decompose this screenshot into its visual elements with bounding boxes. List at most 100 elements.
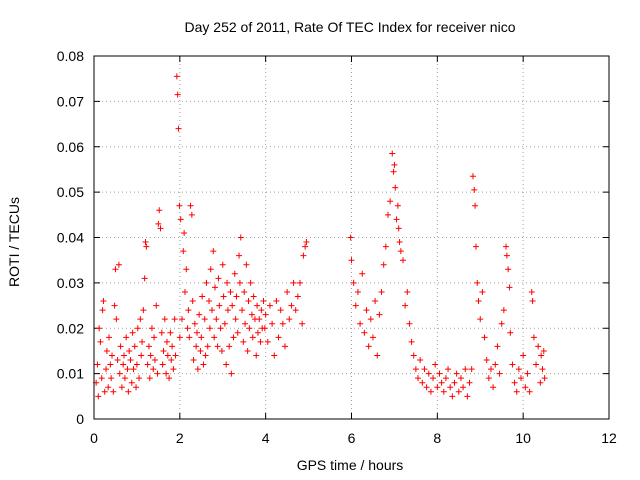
data-point <box>217 325 224 332</box>
data-point <box>520 352 527 359</box>
data-point <box>134 325 141 332</box>
data-point <box>241 288 248 295</box>
data-point <box>99 307 106 314</box>
data-point <box>128 379 135 386</box>
data-point <box>421 366 428 373</box>
data-point <box>114 357 121 364</box>
data-point <box>279 320 286 327</box>
data-point <box>133 361 140 368</box>
data-point <box>150 366 157 373</box>
data-point <box>412 366 419 373</box>
data-point <box>506 284 513 291</box>
data-point <box>199 293 206 300</box>
data-point <box>479 288 486 295</box>
x-tick-label: 6 <box>348 430 356 446</box>
data-point <box>221 320 228 327</box>
data-point <box>507 329 514 336</box>
data-point <box>168 357 175 364</box>
data-points <box>93 73 548 400</box>
data-point <box>207 266 214 273</box>
data-point <box>447 384 454 391</box>
data-point <box>153 302 160 309</box>
data-point <box>107 361 114 368</box>
data-point <box>140 307 147 314</box>
data-point <box>492 361 499 368</box>
x-tick-label: 12 <box>601 430 617 446</box>
data-point <box>120 361 127 368</box>
data-point <box>455 388 462 395</box>
data-point <box>485 375 492 382</box>
data-point <box>257 338 264 345</box>
data-point <box>100 298 107 305</box>
data-point <box>299 320 306 327</box>
data-point <box>188 211 195 218</box>
y-tick-label: 0 <box>76 411 84 427</box>
data-point <box>180 248 187 255</box>
y-tick-label: 0.03 <box>57 275 84 291</box>
data-point <box>223 361 230 368</box>
data-point <box>159 361 166 368</box>
data-point <box>496 370 503 377</box>
data-point <box>264 338 271 345</box>
data-point <box>400 257 406 264</box>
data-point <box>302 243 309 250</box>
data-point <box>220 293 227 300</box>
data-point <box>201 316 208 323</box>
data-point <box>123 334 130 341</box>
data-point <box>376 311 383 318</box>
data-point <box>174 91 181 98</box>
data-point <box>139 338 146 345</box>
data-point <box>95 393 102 400</box>
data-point <box>449 393 456 400</box>
data-point <box>503 243 509 250</box>
data-point <box>389 150 396 157</box>
data-point <box>228 370 235 377</box>
data-point <box>193 343 200 350</box>
data-point <box>378 288 385 295</box>
data-point <box>380 261 387 268</box>
data-point <box>142 239 149 246</box>
data-point <box>434 384 441 391</box>
data-point <box>121 375 128 382</box>
data-point <box>112 266 119 273</box>
data-point <box>197 347 204 354</box>
data-point <box>247 279 254 286</box>
data-point <box>540 347 547 354</box>
data-point <box>281 343 288 350</box>
data-point <box>198 334 205 341</box>
data-point <box>408 338 415 345</box>
x-tick-label: 8 <box>433 430 441 446</box>
data-point <box>167 329 174 336</box>
y-tick-label: 0.02 <box>57 320 84 336</box>
data-point <box>438 379 445 386</box>
data-point <box>406 320 413 327</box>
data-point <box>472 202 479 209</box>
data-point <box>176 334 183 341</box>
data-point <box>457 375 464 382</box>
data-point <box>286 316 293 323</box>
data-point <box>367 316 374 323</box>
data-point <box>219 261 226 268</box>
plot-frame <box>93 55 610 420</box>
data-point <box>240 338 247 345</box>
data-point <box>121 352 128 359</box>
data-point <box>354 288 361 295</box>
x-tick-label: 10 <box>515 430 531 446</box>
data-point <box>189 298 196 305</box>
data-point <box>155 220 162 227</box>
data-point <box>98 375 105 382</box>
data-point <box>303 239 310 246</box>
data-point <box>170 366 177 373</box>
data-point <box>481 334 488 341</box>
data-point <box>500 307 507 314</box>
data-point <box>253 352 260 359</box>
data-point <box>526 388 533 395</box>
data-point <box>294 293 301 300</box>
x-tick-label: 2 <box>176 430 184 446</box>
data-point <box>171 316 178 323</box>
x-tick-label: 0 <box>90 430 98 446</box>
data-point <box>261 325 268 332</box>
data-point <box>200 361 207 368</box>
data-point <box>202 352 209 359</box>
data-point <box>390 168 397 175</box>
